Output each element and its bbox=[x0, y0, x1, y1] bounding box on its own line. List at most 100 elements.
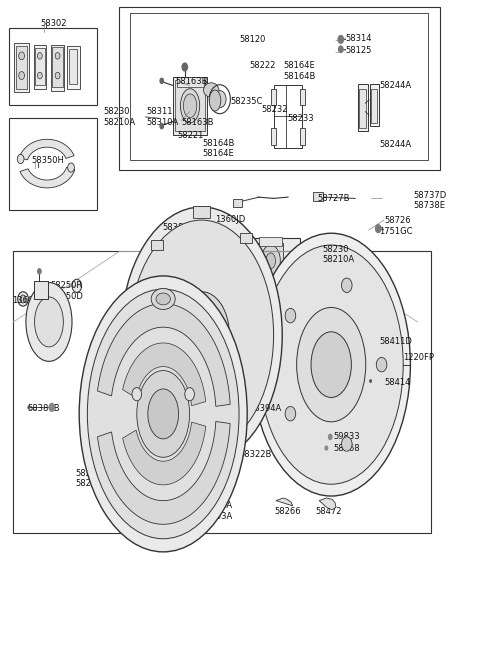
Text: 58250R
58250D: 58250R 58250D bbox=[149, 274, 181, 294]
Polygon shape bbox=[319, 498, 336, 510]
Ellipse shape bbox=[209, 90, 221, 111]
Bar bbox=[376, 357, 386, 363]
Text: 58737D
58738E: 58737D 58738E bbox=[414, 191, 447, 210]
Bar bbox=[259, 237, 282, 246]
Circle shape bbox=[367, 376, 374, 386]
Text: 58221: 58221 bbox=[178, 131, 204, 141]
Bar bbox=[313, 192, 323, 201]
Text: 58727B: 58727B bbox=[318, 194, 350, 203]
Circle shape bbox=[18, 292, 28, 306]
Ellipse shape bbox=[185, 309, 218, 361]
Ellipse shape bbox=[214, 91, 226, 108]
Bar bbox=[175, 80, 205, 131]
Bar bbox=[177, 77, 204, 87]
Bar bbox=[331, 449, 343, 457]
Circle shape bbox=[337, 35, 344, 44]
Bar bbox=[35, 48, 45, 85]
Text: 58394A: 58394A bbox=[250, 404, 282, 413]
Text: 58163B: 58163B bbox=[181, 118, 214, 127]
Text: 58350H: 58350H bbox=[31, 156, 64, 165]
Text: 59833: 59833 bbox=[334, 432, 360, 442]
Text: 58251A
58252A: 58251A 58252A bbox=[76, 468, 108, 488]
Text: 58255B: 58255B bbox=[177, 483, 209, 492]
Circle shape bbox=[27, 405, 30, 409]
Text: 58230
58210A: 58230 58210A bbox=[103, 107, 135, 127]
Circle shape bbox=[328, 434, 333, 440]
Text: 58323: 58323 bbox=[90, 375, 117, 384]
Text: 58322B: 58322B bbox=[239, 450, 271, 459]
Bar bbox=[258, 243, 283, 279]
Circle shape bbox=[72, 279, 82, 292]
Text: 58233: 58233 bbox=[287, 114, 313, 123]
Bar bbox=[67, 46, 80, 89]
Circle shape bbox=[285, 407, 296, 421]
Text: 58244A: 58244A bbox=[379, 81, 411, 90]
Ellipse shape bbox=[252, 233, 410, 496]
Circle shape bbox=[185, 388, 194, 401]
Text: 58250R
58250D: 58250R 58250D bbox=[50, 281, 83, 301]
Bar bbox=[233, 199, 242, 207]
Bar bbox=[51, 45, 64, 91]
Bar bbox=[359, 89, 366, 128]
Ellipse shape bbox=[148, 389, 179, 439]
Circle shape bbox=[19, 52, 24, 60]
Text: 58302: 58302 bbox=[41, 19, 67, 28]
Text: 58120: 58120 bbox=[239, 35, 265, 44]
Bar bbox=[274, 85, 302, 148]
Circle shape bbox=[375, 224, 382, 233]
Circle shape bbox=[20, 295, 26, 303]
Ellipse shape bbox=[204, 83, 219, 97]
Text: 1220FP: 1220FP bbox=[403, 353, 434, 362]
Circle shape bbox=[132, 388, 142, 401]
Bar bbox=[151, 240, 163, 250]
Bar bbox=[34, 45, 46, 89]
Ellipse shape bbox=[35, 297, 63, 347]
Text: 58164B: 58164B bbox=[283, 72, 315, 81]
Text: 58394A: 58394A bbox=[28, 332, 60, 342]
Bar bbox=[52, 47, 63, 87]
Circle shape bbox=[37, 72, 42, 79]
Text: 58389: 58389 bbox=[162, 223, 189, 232]
Circle shape bbox=[55, 72, 60, 79]
Bar bbox=[300, 128, 305, 145]
Circle shape bbox=[17, 154, 24, 164]
Bar bbox=[370, 84, 379, 126]
Text: 58311
58310A: 58311 58310A bbox=[146, 107, 179, 127]
Polygon shape bbox=[201, 498, 213, 507]
Text: 58164B
58164E: 58164B 58164E bbox=[203, 139, 235, 158]
Ellipse shape bbox=[130, 220, 274, 450]
Text: 58164E: 58164E bbox=[283, 61, 315, 70]
Text: 58472: 58472 bbox=[316, 507, 342, 516]
Ellipse shape bbox=[266, 253, 276, 269]
Bar bbox=[9, 118, 97, 210]
Polygon shape bbox=[177, 483, 207, 489]
Bar bbox=[193, 206, 210, 218]
Ellipse shape bbox=[87, 289, 239, 539]
Circle shape bbox=[181, 62, 188, 72]
Text: 58230
58210A: 58230 58210A bbox=[323, 244, 355, 264]
Bar bbox=[173, 77, 207, 135]
Polygon shape bbox=[97, 422, 230, 524]
Text: 58388G: 58388G bbox=[108, 360, 141, 369]
Circle shape bbox=[175, 226, 180, 234]
Text: 58386B: 58386B bbox=[28, 404, 60, 413]
Text: 1751GC: 1751GC bbox=[379, 227, 413, 236]
Polygon shape bbox=[276, 498, 293, 506]
Bar bbox=[16, 46, 27, 89]
Circle shape bbox=[369, 379, 372, 383]
Text: 58244A: 58244A bbox=[379, 140, 411, 149]
Polygon shape bbox=[19, 139, 74, 160]
Text: 58268: 58268 bbox=[334, 444, 360, 453]
Bar bbox=[9, 28, 97, 105]
Bar bbox=[245, 399, 252, 414]
Ellipse shape bbox=[297, 307, 366, 422]
Text: 58266: 58266 bbox=[275, 507, 301, 516]
Ellipse shape bbox=[174, 292, 229, 378]
Bar bbox=[14, 43, 29, 92]
Circle shape bbox=[68, 163, 74, 172]
Circle shape bbox=[338, 45, 344, 53]
Circle shape bbox=[159, 78, 164, 84]
Circle shape bbox=[37, 268, 42, 275]
Bar bbox=[130, 13, 428, 160]
Text: 1360JD: 1360JD bbox=[215, 215, 245, 224]
